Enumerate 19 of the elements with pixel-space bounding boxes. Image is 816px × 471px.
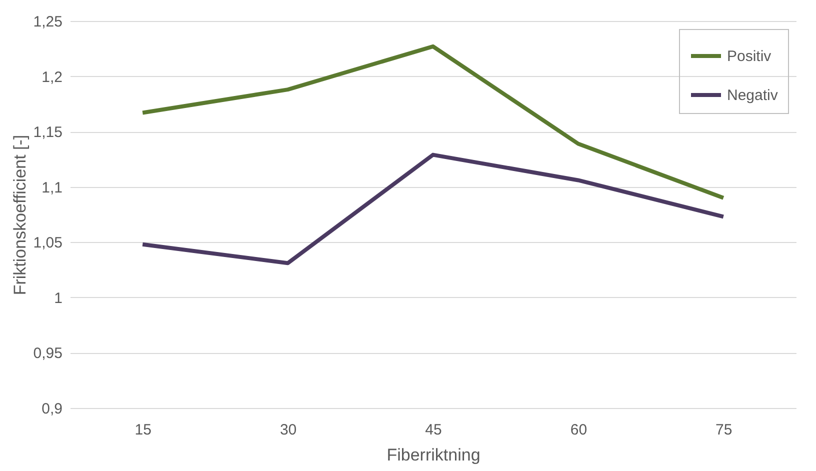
line-series [140,44,726,200]
y-tick-label: 1,25 [33,14,62,30]
y-tick-label: 0,9 [42,400,62,418]
y-axis-title: Friktionskoefficient [-] [10,134,30,296]
y-tick-label: 0,95 [33,345,62,362]
y-tick-label: 1,2 [42,68,62,86]
y-tick-label: 1,05 [33,234,62,252]
legend-label: Positiv [727,48,772,65]
x-tick-label: 30 [280,422,297,438]
y-tick-label: 1,1 [42,179,62,196]
x-tick-label: 75 [716,422,732,438]
line-series [140,152,726,266]
x-tick-label: 15 [134,422,152,438]
y-tick-label: 1 [54,290,62,307]
x-tick-label: 45 [425,422,442,438]
x-tick-label: 60 [570,422,588,438]
y-tick-label: 1,15 [33,124,62,142]
legend-label: Negativ [727,87,778,104]
x-axis-title: Fiberriktning [386,446,480,464]
